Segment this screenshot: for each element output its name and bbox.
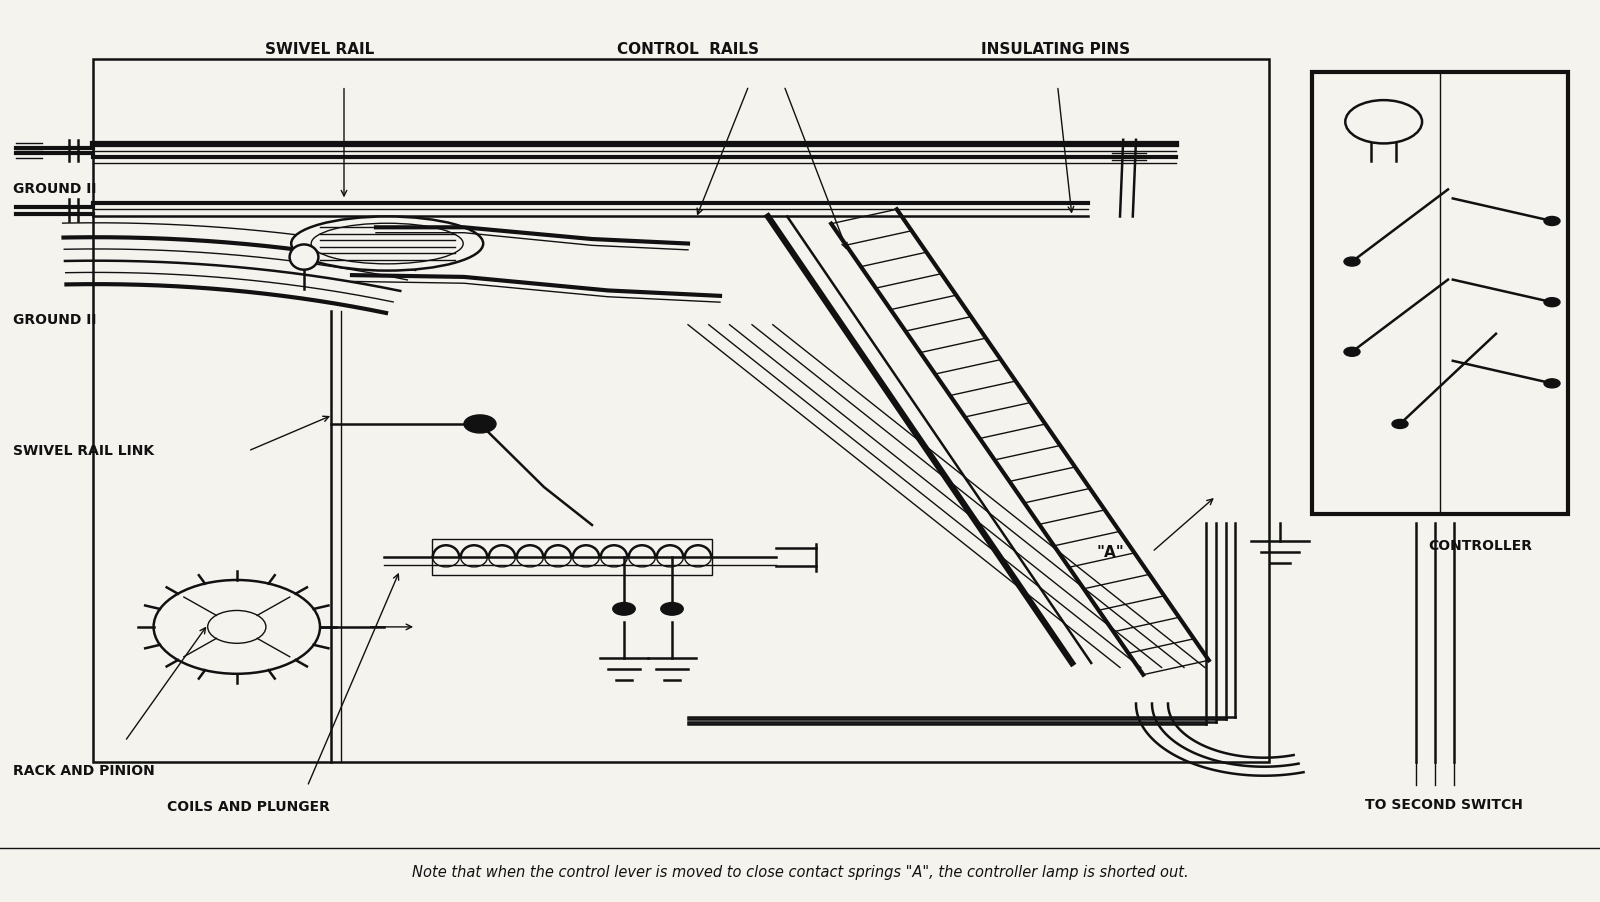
Bar xyxy=(1312,72,1568,514)
Circle shape xyxy=(154,580,320,674)
Bar xyxy=(1328,225,1533,424)
Ellipse shape xyxy=(291,216,483,271)
Text: CONTROL  RAILS: CONTROL RAILS xyxy=(618,42,758,57)
Ellipse shape xyxy=(310,224,464,264)
Text: TO SECOND SWITCH: TO SECOND SWITCH xyxy=(1365,797,1523,812)
Circle shape xyxy=(1544,298,1560,307)
Circle shape xyxy=(1544,379,1560,388)
Circle shape xyxy=(208,611,266,643)
Circle shape xyxy=(661,603,683,615)
Text: SWIVEL RAIL LINK: SWIVEL RAIL LINK xyxy=(13,444,154,458)
Ellipse shape xyxy=(290,244,318,270)
Circle shape xyxy=(1344,347,1360,356)
Circle shape xyxy=(613,603,635,615)
Bar xyxy=(432,539,712,575)
Text: SWIVEL RAIL: SWIVEL RAIL xyxy=(266,42,374,57)
Circle shape xyxy=(1392,419,1408,428)
Text: INSULATING PINS: INSULATING PINS xyxy=(981,42,1131,57)
Circle shape xyxy=(1544,216,1560,226)
Text: RACK AND PINION: RACK AND PINION xyxy=(13,764,155,778)
Bar xyxy=(93,59,1269,762)
Text: CONTROLLER: CONTROLLER xyxy=(1429,538,1533,553)
Circle shape xyxy=(464,415,496,433)
Circle shape xyxy=(1344,257,1360,266)
Text: COILS AND PLUNGER: COILS AND PLUNGER xyxy=(166,800,330,815)
Text: GROUND II: GROUND II xyxy=(13,182,96,197)
Text: Note that when the control lever is moved to close contact springs "A", the cont: Note that when the control lever is move… xyxy=(411,865,1189,879)
Text: GROUND II: GROUND II xyxy=(13,313,96,327)
Text: "A": "A" xyxy=(1096,545,1125,559)
Circle shape xyxy=(1346,100,1422,143)
